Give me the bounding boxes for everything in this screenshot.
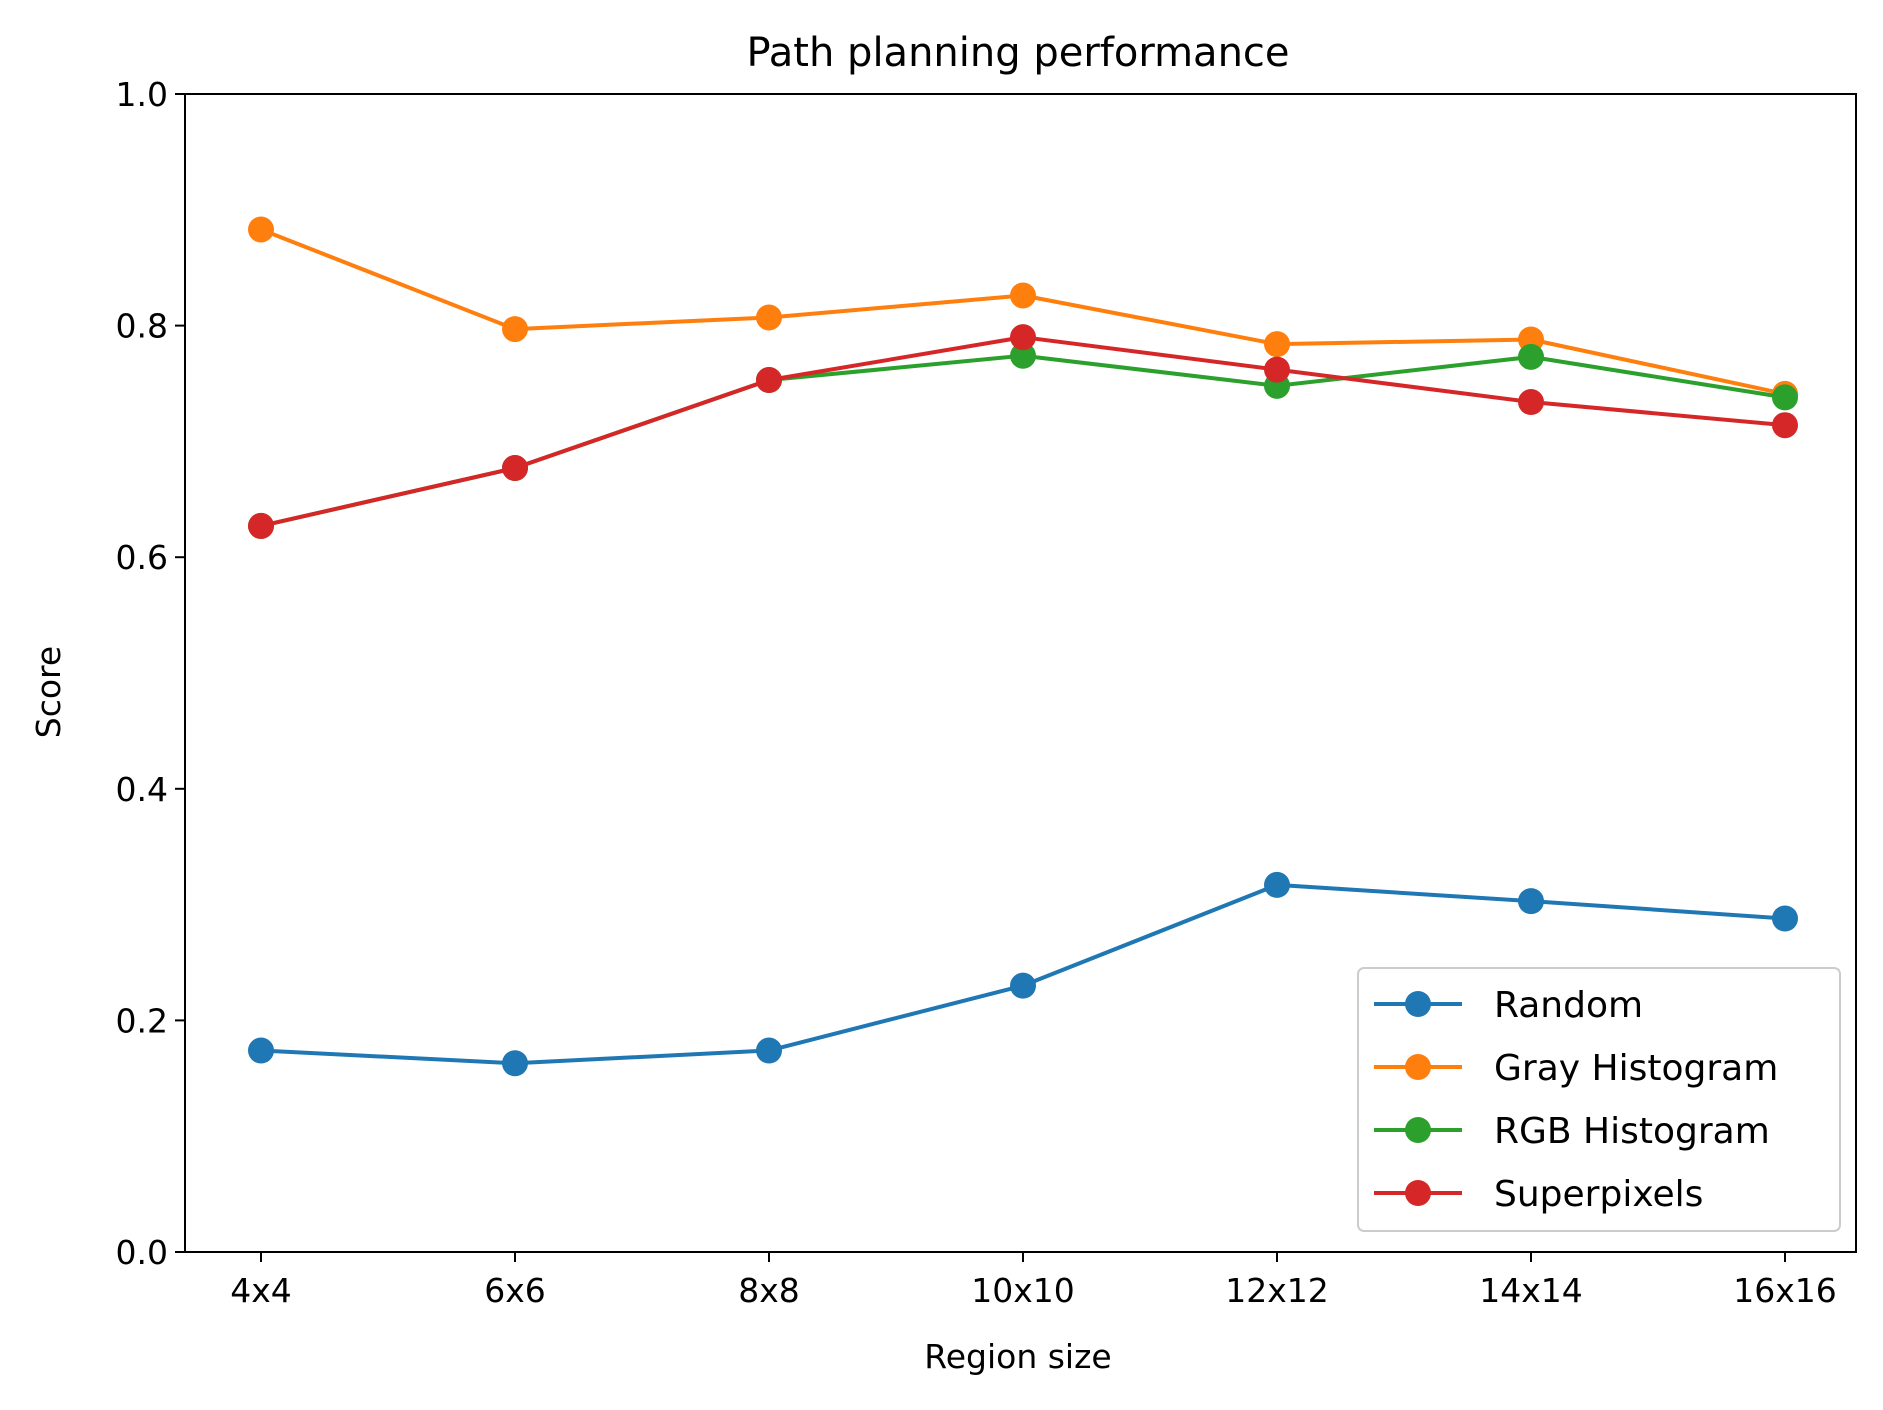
x-tick-label: 6x6: [484, 1271, 546, 1310]
y-tick-label: 1.0: [116, 75, 168, 114]
x-tick-label: 8x8: [738, 1271, 800, 1310]
y-tick-label: 0.6: [116, 538, 168, 577]
data-point-rgb-histogram: [1518, 343, 1544, 370]
x-tick-label: 16x16: [1733, 1271, 1837, 1310]
x-axis-label: Region size: [924, 1337, 1111, 1376]
plot-series: [248, 216, 1798, 1077]
y-axis-label: Score: [29, 646, 68, 738]
y-tick-label: 0.0: [116, 1233, 168, 1272]
data-point-superpixels: [1518, 389, 1544, 416]
data-point-superpixels: [502, 455, 528, 482]
data-point-superpixels: [756, 367, 782, 394]
y-tick-label: 0.2: [116, 1001, 168, 1040]
data-point-superpixels: [248, 512, 274, 539]
data-point-gray-histogram: [1264, 331, 1290, 358]
legend-label-gray-histogram: Gray Histogram: [1494, 1048, 1778, 1089]
series-line-rgb-histogram: [260, 353, 1786, 528]
x-tick-label: 10x10: [971, 1271, 1075, 1310]
data-point-superpixels: [1772, 412, 1798, 439]
y-tick-label: 0.8: [116, 307, 168, 346]
data-point-random: [248, 1037, 274, 1064]
series-rgb-histogram: [248, 342, 1798, 539]
data-point-gray-histogram: [248, 216, 274, 243]
data-point-random: [1264, 871, 1290, 898]
legend-marker-random: [1405, 991, 1431, 1017]
x-tick-label: 4x4: [230, 1271, 292, 1310]
data-point-rgb-histogram: [1772, 384, 1798, 411]
x-tick-label: 14x14: [1479, 1271, 1583, 1310]
data-point-gray-histogram: [756, 304, 782, 331]
plot-frame: [184, 93, 1857, 1253]
data-point-random: [1772, 905, 1798, 932]
data-point-random: [756, 1037, 782, 1064]
data-point-superpixels: [1010, 324, 1036, 351]
data-point-gray-histogram: [1010, 282, 1036, 309]
series-random: [248, 871, 1798, 1077]
legend-box: [1357, 967, 1841, 1232]
legend-label-random: Random: [1494, 985, 1643, 1026]
x-tick-label: 12x12: [1225, 1271, 1329, 1310]
data-point-random: [502, 1050, 528, 1077]
axis-ticks: 4x4 6x6 8x8 10x10 12x12 14x14 16x16 0.0 0.2 0.4 0.…: [116, 75, 1837, 1310]
data-point-rgb-histogram: [1010, 342, 1036, 369]
series-gray-histogram: [248, 216, 1798, 407]
series-line-gray-histogram: [260, 227, 1786, 396]
legend-marker-rgb-histogram: [1405, 1117, 1431, 1143]
data-point-random: [1010, 972, 1036, 999]
legend: Random Gray Histogram RGB Histogram Superpi…: [1357, 967, 1841, 1232]
legend-marker-superpixels: [1405, 1180, 1431, 1206]
legend-marker-gray-histogram: [1405, 1054, 1431, 1080]
chart-title: Path planning performance: [746, 30, 1289, 76]
data-point-superpixels: [1264, 356, 1290, 383]
data-point-random: [1518, 888, 1544, 915]
legend-label-superpixels: Superpixels: [1494, 1174, 1703, 1215]
data-point-gray-histogram: [502, 316, 528, 343]
y-tick-label: 0.4: [116, 770, 168, 809]
legend-label-rgb-histogram: RGB Histogram: [1494, 1111, 1770, 1152]
series-superpixels: [248, 324, 1798, 539]
